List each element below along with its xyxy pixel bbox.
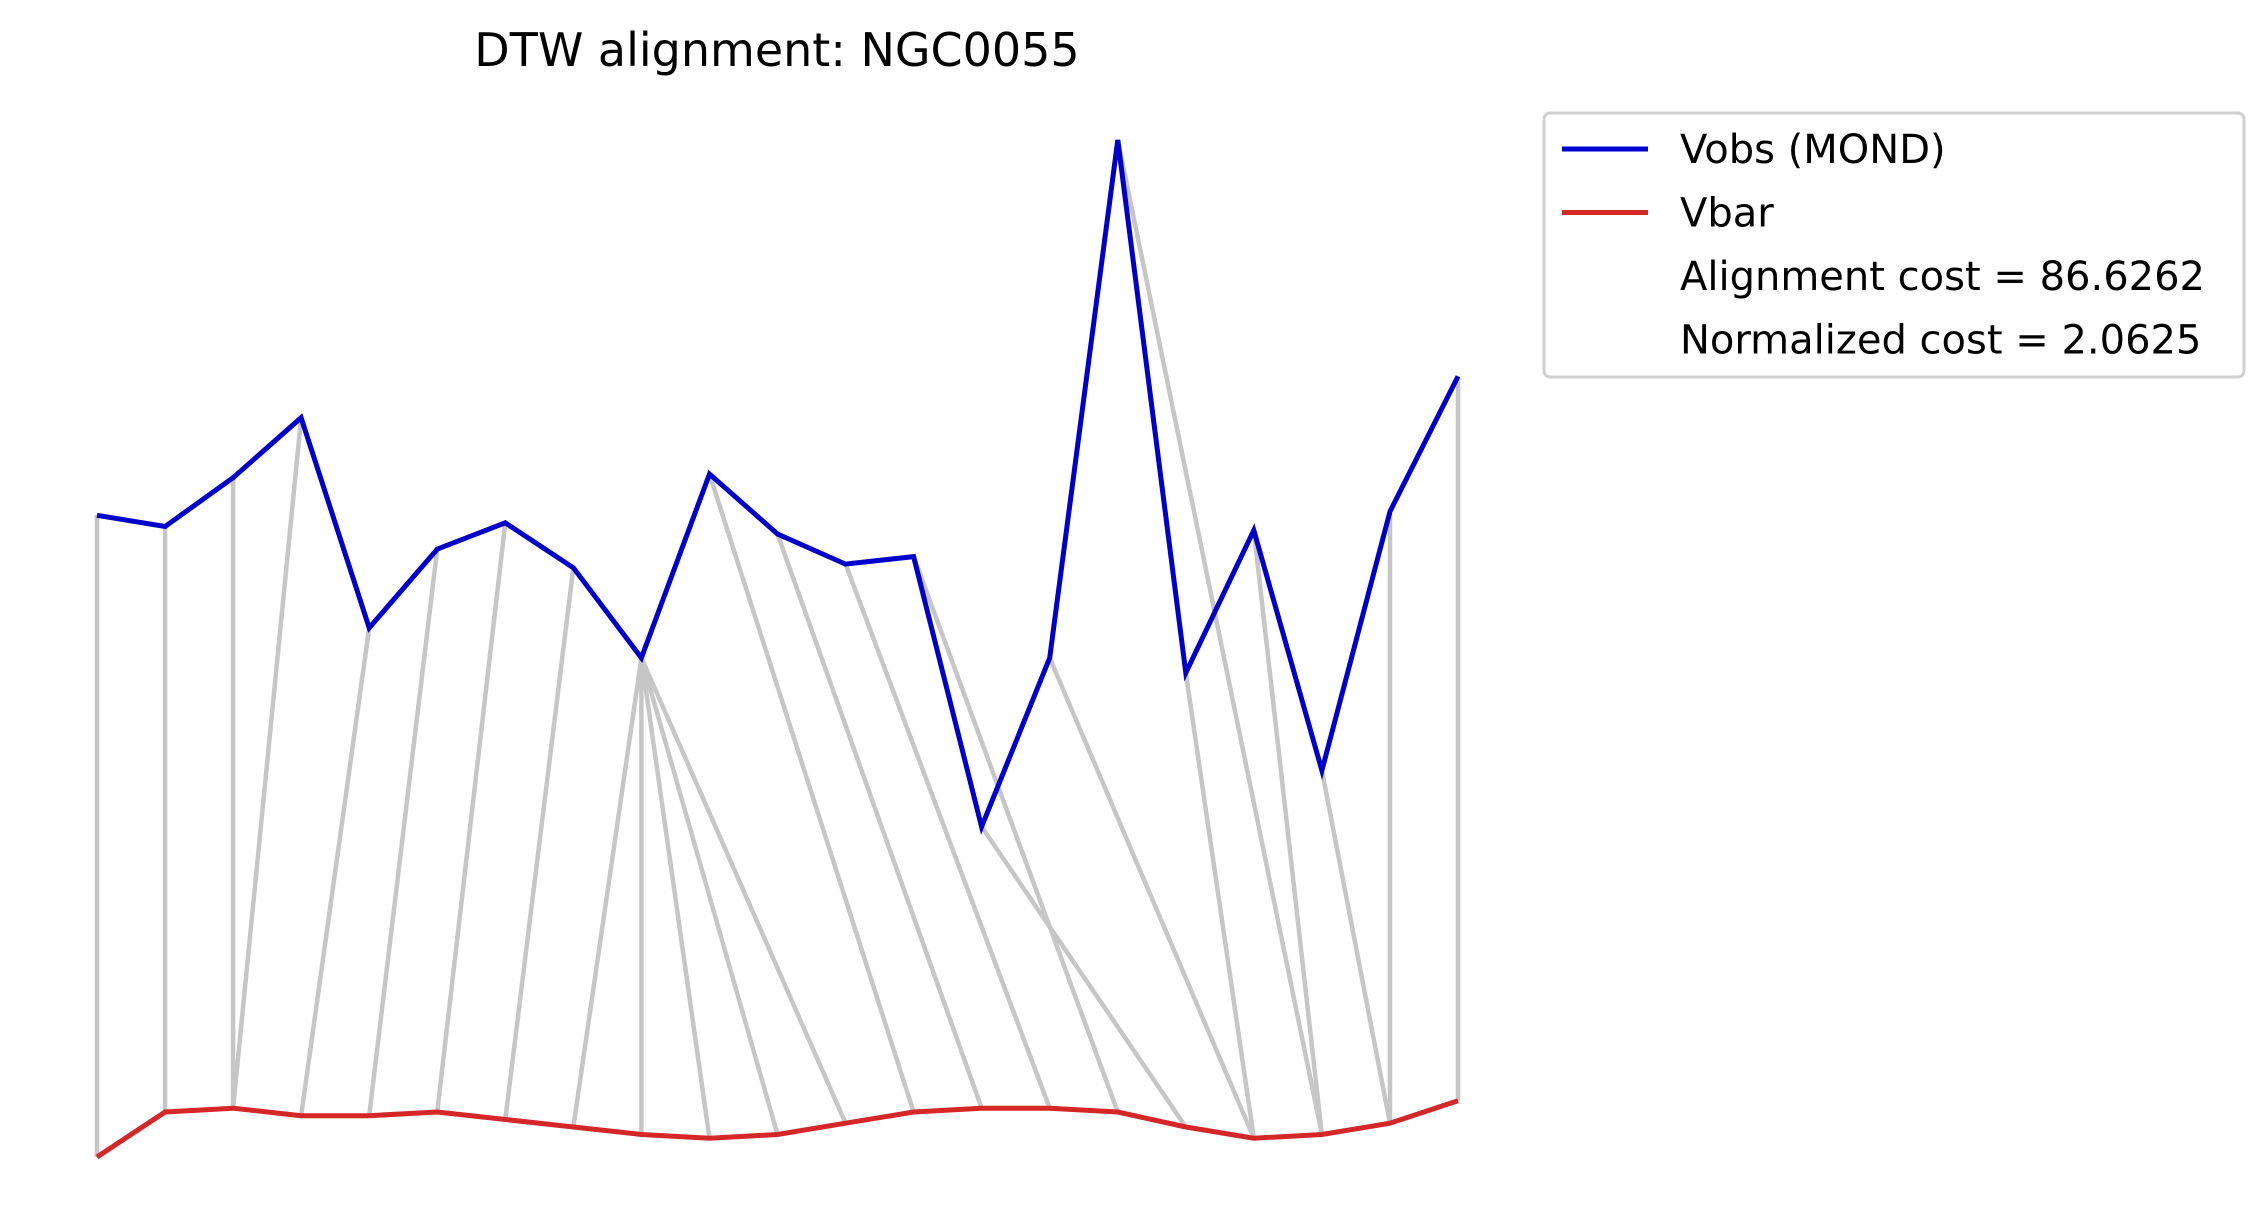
alignment-connector-22 bbox=[1319, 770, 1393, 1124]
legend-label-3: Normalized cost = 2.0625 bbox=[1680, 318, 2201, 364]
alignment-connector-17 bbox=[979, 825, 1188, 1129]
alignment-connector-8 bbox=[571, 657, 644, 1128]
legend-items: Vobs (MOND) Vbar Alignment cost = 86.6262 N… bbox=[1562, 127, 2205, 364]
alignment-connector-10 bbox=[639, 657, 712, 1139]
legend-label-1: Vbar bbox=[1680, 191, 1774, 237]
alignment-connector-3 bbox=[230, 417, 304, 1109]
alignment-connector-21 bbox=[1251, 530, 1325, 1135]
alignment-connector-5 bbox=[366, 548, 440, 1116]
alignment-connector-14 bbox=[775, 533, 984, 1109]
legend-label-2: Alignment cost = 86.6262 bbox=[1680, 254, 2205, 300]
alignment-connectors bbox=[94, 139, 1461, 1157]
alignment-connector-18 bbox=[1047, 657, 1256, 1140]
alignment-connector-19 bbox=[1115, 139, 1325, 1135]
series-lines bbox=[95, 139, 1461, 1160]
alignment-connector-7 bbox=[503, 567, 576, 1120]
alignment-connector-4 bbox=[298, 627, 372, 1117]
series-line-vobs bbox=[96, 139, 1461, 835]
alignment-connector-16 bbox=[911, 555, 1120, 1113]
alignment-connector-13 bbox=[707, 473, 916, 1113]
legend-frame bbox=[1542, 111, 2246, 379]
legend: Vobs (MOND) Vbar Alignment cost = 86.6262 N… bbox=[1542, 111, 2246, 379]
alignment-connector-11 bbox=[639, 657, 780, 1136]
legend-label-0: Vobs (MOND) bbox=[1680, 127, 1946, 173]
alignment-connector-6 bbox=[435, 522, 508, 1113]
alignment-connector-12 bbox=[639, 656, 848, 1125]
alignment-connector-15 bbox=[843, 563, 1052, 1110]
chart-title: DTW alignment: NGC0055 bbox=[474, 23, 1079, 77]
alignment-connector-20 bbox=[1183, 672, 1257, 1139]
series-line-vbar bbox=[95, 1098, 1459, 1160]
